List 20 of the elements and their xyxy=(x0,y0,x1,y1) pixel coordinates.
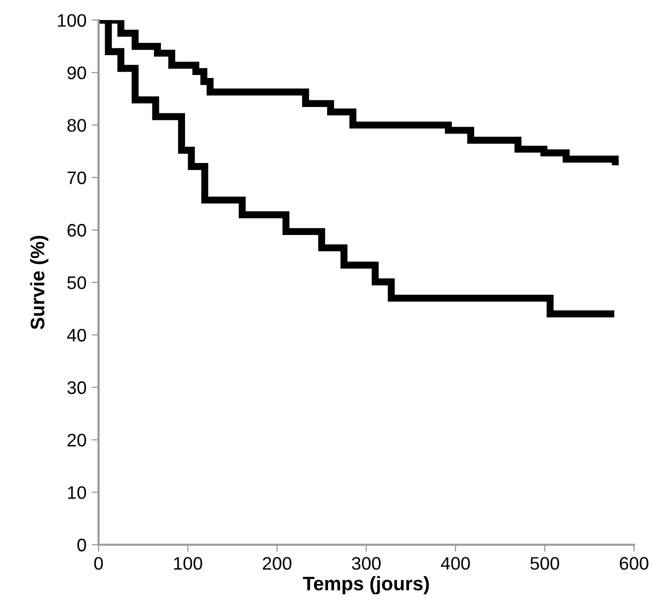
x-tick-label: 200 xyxy=(262,557,292,570)
x-tick-label: 300 xyxy=(352,557,381,570)
x-axis-title: Temps (jours) xyxy=(302,576,429,594)
y-tick-label: 40 xyxy=(67,328,86,342)
x-tick-label: 500 xyxy=(530,557,560,570)
y-axis-title: Survie (%) xyxy=(30,236,48,330)
y-tick-label: 90 xyxy=(68,66,86,80)
x-tick-label: 100 xyxy=(174,557,202,570)
x-tick-label: 600 xyxy=(620,557,648,570)
y-tick-label: 30 xyxy=(67,381,86,394)
y-tick-label: 80 xyxy=(67,118,86,132)
y-tick-label: 70 xyxy=(68,171,86,184)
x-tick-label: 0 xyxy=(94,557,103,570)
y-tick-label: 20 xyxy=(68,434,86,447)
y-tick-label: 100 xyxy=(58,14,86,27)
y-tick-label: 50 xyxy=(67,276,86,290)
x-tick-label: 400 xyxy=(440,557,470,570)
y-tick-label: 0 xyxy=(77,538,86,552)
y-tick-label: 10 xyxy=(68,486,86,499)
y-tick-label: 60 xyxy=(68,224,86,237)
